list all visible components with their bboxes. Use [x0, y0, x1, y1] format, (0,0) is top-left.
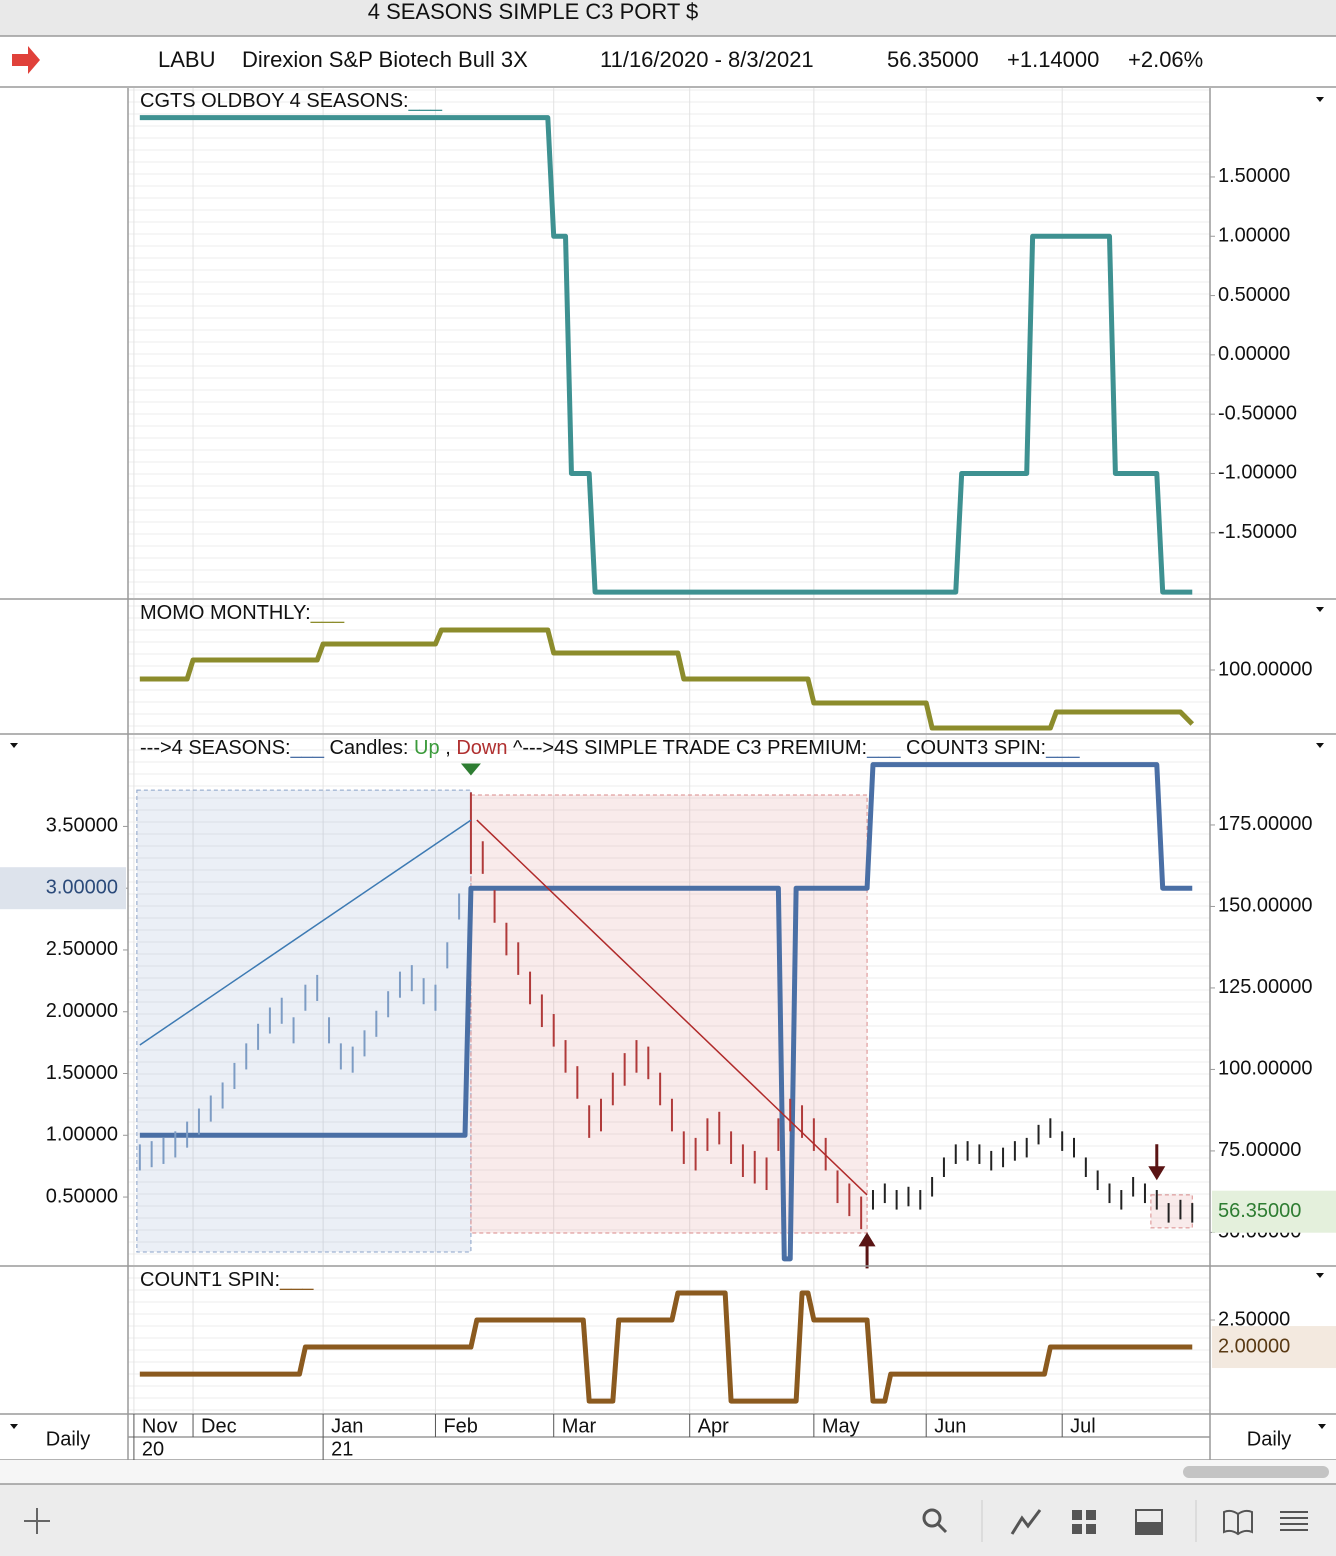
- legend-gap: [344, 602, 350, 624]
- signal-arrow: [858, 1232, 876, 1269]
- current-value-box: [1212, 1326, 1336, 1369]
- symbol: LABU: [158, 47, 215, 72]
- legend-text: --->4 SEASONS:: [140, 737, 291, 759]
- legend-gap: [442, 90, 448, 112]
- y2-tick-label: 0.00000: [1218, 343, 1290, 365]
- trend-line: [139, 819, 472, 1046]
- grid-icon[interactable]: [1072, 1510, 1096, 1534]
- legend-swatch: ___: [408, 90, 443, 112]
- legend-text: Down: [456, 737, 507, 759]
- legend-text: Candles:: [330, 737, 409, 759]
- toolbar: [0, 1484, 1336, 1556]
- x-tick-label: May: [822, 1415, 860, 1437]
- add-button[interactable]: [24, 1508, 50, 1534]
- plots: CGTS OLDBOY 4 SEASONS:___ -1.50000-1.000…: [0, 88, 1336, 1461]
- x-tick-label: Nov: [142, 1415, 178, 1437]
- x-tick-label: Jun: [934, 1415, 966, 1437]
- y2-tick-label: 100.00000: [1218, 658, 1313, 680]
- legend-text: MOMO MONTHLY:: [140, 602, 311, 624]
- y2-tick-label: -0.50000: [1218, 402, 1297, 424]
- line-tool-icon[interactable]: [1010, 1509, 1042, 1535]
- current-value-label: 2.00000: [1218, 1335, 1290, 1357]
- legend-text: CGTS OLDBOY 4 SEASONS:: [140, 90, 409, 112]
- plot-grid: [128, 88, 1210, 598]
- legend-gap: [1079, 737, 1085, 759]
- x-tick-label: Dec: [201, 1415, 237, 1437]
- y2-tick-label: 0.50000: [1218, 284, 1290, 306]
- x-tick-label: Apr: [698, 1415, 729, 1437]
- legend-gap: [313, 1269, 319, 1291]
- current-value-box: [1212, 1190, 1336, 1233]
- plot-grid: [128, 1267, 1210, 1413]
- security-name: Direxion S&P Biotech Bull 3X: [242, 47, 528, 72]
- arrow-icon[interactable]: [12, 46, 40, 74]
- step-line: [139, 115, 1193, 595]
- y-tick-label: 2.50000: [46, 938, 118, 960]
- legend-text: COUNT3 SPIN:: [906, 737, 1046, 759]
- y-tick-label: 1.00000: [46, 1124, 118, 1146]
- period-right[interactable]: Daily: [1247, 1428, 1291, 1450]
- scrollbar[interactable]: [1183, 1466, 1329, 1478]
- legend-text: COUNT1 SPIN:: [140, 1269, 280, 1291]
- change-pct: +2.06%: [1128, 47, 1203, 72]
- search-icon[interactable]: [922, 1508, 942, 1528]
- step-line: [139, 627, 1195, 731]
- x-tick-label: Feb: [443, 1415, 477, 1437]
- legend: --->4 SEASONS:___ Candles: Up , Down ^--…: [140, 737, 1085, 759]
- x-tick-label: Jul: [1070, 1415, 1096, 1437]
- book-icon[interactable]: [1223, 1509, 1253, 1536]
- legend-swatch: ___: [866, 737, 901, 759]
- current-value-label: 56.35000: [1218, 1200, 1301, 1222]
- date-range: 11/16/2020 - 8/3/2021: [600, 47, 814, 72]
- y2-tick-label: 100.00000: [1218, 1058, 1313, 1080]
- legend-swatch: ___: [279, 1269, 314, 1291]
- legend: COUNT1 SPIN:___: [140, 1269, 319, 1291]
- legend: MOMO MONTHLY:___: [140, 602, 350, 624]
- plot-grid: [128, 600, 1210, 733]
- period-left[interactable]: Daily: [46, 1428, 90, 1450]
- title-bar: [0, 0, 1336, 36]
- y2-tick-label: 150.00000: [1218, 895, 1313, 917]
- signal-arrow: [1148, 1144, 1166, 1181]
- step-line: [139, 762, 1193, 1262]
- legend-swatch: ___: [310, 602, 345, 624]
- current-value-box: [0, 867, 126, 910]
- y2-tick-label: -1.50000: [1218, 521, 1297, 543]
- trade-box: [136, 789, 472, 1253]
- year-tick-label: 20: [142, 1438, 164, 1460]
- price: 56.35000: [887, 47, 979, 72]
- y-tick-label: 0.50000: [46, 1185, 118, 1207]
- legend-swatch: ___: [1045, 737, 1080, 759]
- y2-tick-label: 175.00000: [1218, 813, 1313, 835]
- step-line: [139, 1290, 1193, 1404]
- y2-tick-label: 1.00000: [1218, 225, 1290, 247]
- window-title: 4 SEASONS SIMPLE C3 PORT $: [368, 0, 699, 24]
- trade-box: [470, 794, 868, 1234]
- trend-line: [476, 819, 868, 1196]
- y2-tick-label: 125.00000: [1218, 976, 1313, 998]
- y2-tick-label: 1.50000: [1218, 165, 1290, 187]
- y2-tick-label: 2.50000: [1218, 1308, 1290, 1330]
- signal-arrow: [460, 763, 481, 776]
- legend: CGTS OLDBOY 4 SEASONS:___: [140, 90, 448, 112]
- legend-text: ^--->4S SIMPLE TRADE C3 PREMIUM:: [513, 737, 867, 759]
- y-tick-label: 1.50000: [46, 1062, 118, 1084]
- y-tick-label: 2.00000: [46, 1000, 118, 1022]
- y-tick-label: 3.50000: [46, 815, 118, 837]
- menu-icon[interactable]: [1280, 1511, 1308, 1531]
- x-tick-label: Jan: [331, 1415, 363, 1437]
- x-tick-label: Mar: [562, 1415, 597, 1437]
- year-tick-label: 21: [331, 1438, 353, 1460]
- current-value-label: 3.00000: [46, 876, 118, 898]
- legend-swatch: ___: [290, 737, 325, 759]
- plot-grid: [128, 735, 1210, 1265]
- change: +1.14000: [1007, 47, 1099, 72]
- legend-text: ,: [445, 737, 451, 759]
- legend-text: Up: [414, 737, 440, 759]
- y2-tick-label: -1.00000: [1218, 462, 1297, 484]
- scroll-area: [0, 1460, 1336, 1484]
- y2-tick-label: 75.00000: [1218, 1139, 1301, 1161]
